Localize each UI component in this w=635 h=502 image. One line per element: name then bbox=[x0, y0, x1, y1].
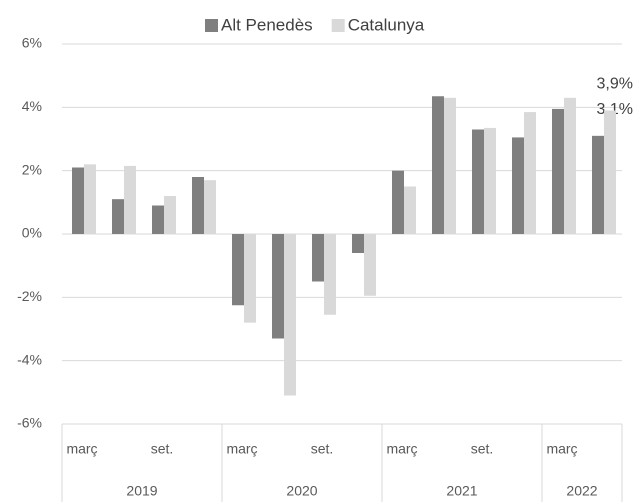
bar bbox=[512, 137, 524, 234]
bar bbox=[364, 234, 376, 296]
y-tick-label: -2% bbox=[17, 288, 42, 304]
bar bbox=[592, 135, 604, 234]
y-tick-label: 6% bbox=[22, 35, 42, 51]
bar bbox=[324, 234, 336, 315]
bar bbox=[432, 96, 444, 234]
bar bbox=[312, 234, 324, 282]
bar bbox=[164, 196, 176, 234]
legend-swatch bbox=[205, 19, 218, 32]
bar bbox=[84, 164, 96, 234]
y-tick-label: 4% bbox=[22, 98, 42, 114]
group-label: 2022 bbox=[566, 483, 597, 499]
x-tick-label: març bbox=[226, 441, 257, 457]
x-tick-label: març bbox=[546, 441, 577, 457]
y-tick-label: -6% bbox=[17, 415, 42, 431]
bar bbox=[124, 165, 136, 234]
bar bbox=[472, 129, 484, 234]
x-tick-label: març bbox=[66, 441, 97, 457]
legend-label: Catalunya bbox=[348, 15, 425, 34]
y-tick-label: -4% bbox=[17, 351, 42, 367]
bar bbox=[604, 110, 616, 234]
value-label: 3,9% bbox=[597, 76, 633, 93]
bar bbox=[552, 108, 564, 234]
bar bbox=[524, 112, 536, 234]
bar bbox=[152, 205, 164, 234]
bar bbox=[244, 234, 256, 323]
x-tick-label: març bbox=[386, 441, 417, 457]
bar bbox=[392, 170, 404, 234]
group-label: 2019 bbox=[126, 483, 157, 499]
bar bbox=[564, 97, 576, 234]
bar bbox=[404, 186, 416, 234]
bar bbox=[232, 234, 244, 306]
bar bbox=[352, 234, 364, 253]
group-label: 2021 bbox=[446, 483, 477, 499]
legend-swatch bbox=[331, 19, 345, 32]
bar bbox=[484, 127, 496, 234]
bar bbox=[284, 234, 296, 396]
x-tick-label: set. bbox=[471, 441, 494, 457]
group-label: 2020 bbox=[286, 483, 317, 499]
x-tick-label: set. bbox=[311, 441, 334, 457]
bar bbox=[444, 97, 456, 234]
bar bbox=[72, 167, 84, 234]
bar bbox=[272, 234, 284, 339]
x-tick-label: set. bbox=[151, 441, 174, 457]
legend-label: Alt Penedès bbox=[221, 15, 313, 34]
y-tick-label: 0% bbox=[22, 225, 42, 241]
bar bbox=[192, 177, 204, 234]
bar bbox=[204, 180, 216, 234]
bar bbox=[112, 199, 124, 234]
y-tick-label: 2% bbox=[22, 161, 42, 177]
